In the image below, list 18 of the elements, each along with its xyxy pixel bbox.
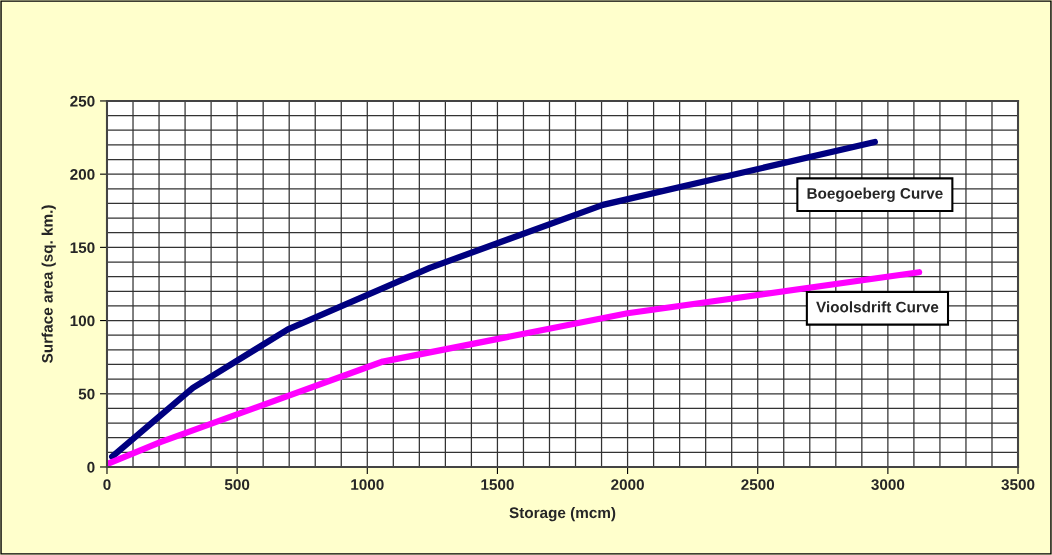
x-axis-title: Storage (mcm) (509, 506, 616, 522)
x-tick-label: 0 (103, 479, 111, 490)
x-tick-label: 500 (224, 479, 250, 490)
x-tick-label: 2000 (611, 479, 644, 490)
y-tick-label: 250 (70, 95, 95, 107)
x-tick-label: 2500 (741, 479, 775, 490)
y-tick-label: 100 (70, 315, 95, 327)
y-tick-label: 50 (78, 388, 95, 400)
y-axis-title: Surface area (sq. km.) (41, 205, 56, 363)
series-label: Vioolsdrift Curve (816, 301, 939, 313)
series-label: Boegoeberg Curve (807, 187, 943, 202)
x-tick-label: 1000 (351, 479, 384, 490)
y-tick-label: 150 (70, 242, 95, 254)
y-tick-label: 200 (70, 169, 95, 180)
y-tick-label: 0 (87, 461, 95, 473)
x-tick-label: 1500 (481, 479, 514, 490)
x-tick-label: 3000 (871, 479, 905, 491)
x-tick-label: 3500 (1001, 479, 1035, 491)
